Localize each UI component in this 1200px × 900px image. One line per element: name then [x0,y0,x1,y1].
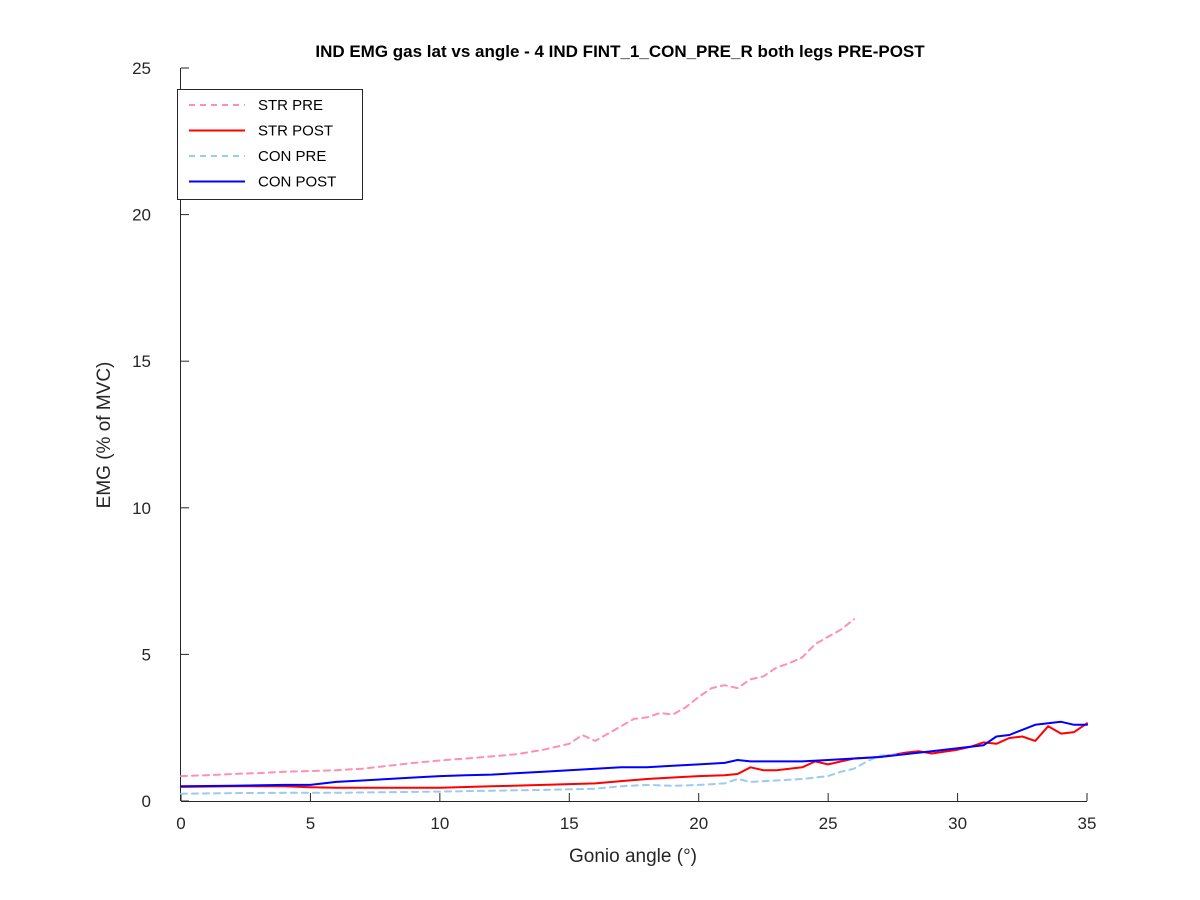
legend: STR PRE STR POST CON PRE CON POST [177,89,363,200]
y-tick-label: 25 [132,59,151,78]
x-tick-label: 20 [689,814,708,833]
x-tick-label: 25 [819,814,838,833]
y-tick-label: 20 [132,206,151,225]
series-line-str-pre [180,618,855,778]
series-line-con-pre [180,753,907,795]
y-tick-label: 0 [142,792,151,811]
series-line-con-post [180,720,1088,788]
legend-label: STR POST [258,123,333,140]
x-tick-label: 0 [176,814,185,833]
x-tick-label: 35 [1078,814,1097,833]
x-axis-label: Gonio angle (°) [569,846,697,867]
y-tick-label: 15 [132,352,151,371]
x-tick-label: 15 [560,814,579,833]
legend-label: CON PRE [258,148,326,165]
legend-label: CON POST [258,174,336,191]
legend-label: STR PRE [258,97,323,114]
y-tick-label: 10 [132,499,151,518]
series-line-str-post [180,722,1088,789]
chart-title: IND EMG gas lat vs angle - 4 IND FINT_1_… [315,42,925,61]
y-tick-label: 5 [142,645,151,664]
x-tick-label: 30 [948,814,967,833]
y-axis-label: EMG (% of MVC) [94,362,115,509]
axes: 0 5 10 15 20 25 30 35 0 5 10 15 20 25 [132,59,1096,833]
x-tick-label: 5 [306,814,315,833]
x-tick-label: 10 [430,814,449,833]
series-lines [180,618,1088,795]
